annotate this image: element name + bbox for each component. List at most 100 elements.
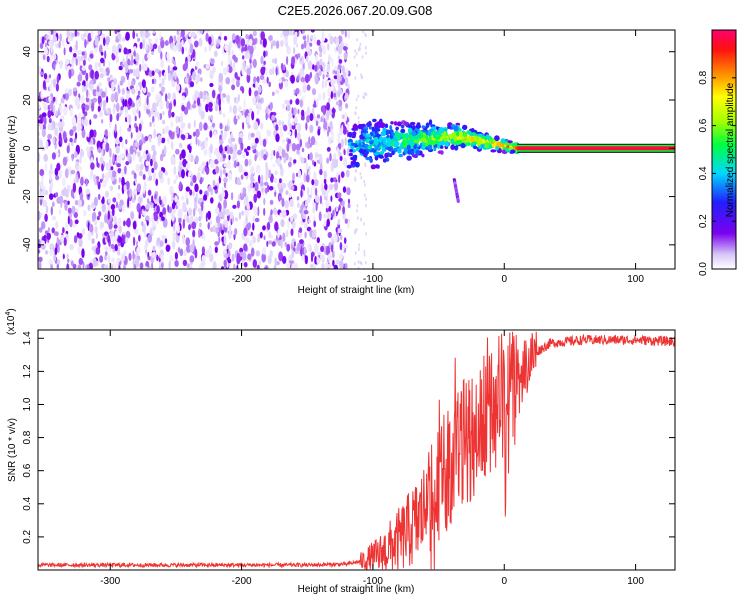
spectrogram-noise-cell bbox=[48, 118, 52, 124]
spectrogram-noise-cell bbox=[76, 97, 80, 106]
spectrogram-noise-cell bbox=[194, 248, 198, 259]
spectrogram-noise-cell bbox=[273, 207, 277, 215]
spectrogram-noise-cell bbox=[293, 89, 296, 96]
spectrogram-noise-cell bbox=[207, 222, 210, 230]
spectrogram-noise-cell bbox=[179, 153, 182, 161]
spectrogram-noise-cell bbox=[318, 70, 322, 77]
spectrogram-noise-cell bbox=[256, 237, 260, 243]
spectrogram-noise-cell bbox=[65, 221, 69, 230]
spectrogram-noise-cell bbox=[309, 263, 314, 269]
spectrogram-noise-cell bbox=[78, 112, 82, 120]
spectrogram-noise-cell bbox=[145, 42, 148, 51]
spectrogram-noise-cell bbox=[337, 192, 342, 199]
snr-y-label: SNR (10 * v/v) bbox=[7, 418, 18, 482]
spectrogram-noise-cell bbox=[323, 170, 327, 180]
spectrogram-noise-cell bbox=[262, 246, 267, 255]
spectrogram-noise-cell bbox=[189, 189, 193, 196]
spectrogram-noise-cell bbox=[172, 45, 177, 52]
spectrogram-noise-cell bbox=[200, 30, 203, 35]
spectrogram-noise-cell bbox=[277, 182, 282, 190]
spectrogram-noise-cell bbox=[168, 72, 171, 82]
spectrogram-noise-cell bbox=[262, 138, 267, 148]
spectrogram-noise-cell bbox=[301, 109, 305, 117]
spectrogram-noise-cell bbox=[223, 154, 226, 159]
spectrogram-noise-cell bbox=[145, 204, 150, 210]
spectrogram-noise-cell bbox=[127, 197, 130, 208]
spectrogram-noise-cell bbox=[103, 264, 109, 269]
spectrogram-noise-cell bbox=[286, 45, 291, 55]
spectrogram-noise-cell bbox=[331, 244, 334, 253]
spectrogram-noise-cell bbox=[208, 102, 213, 108]
spectrogram-noise-cell bbox=[138, 97, 141, 106]
spectrogram-noise-cell bbox=[226, 159, 232, 170]
spectrogram-noise-cell bbox=[226, 94, 231, 103]
spectrogram-noise-cell bbox=[214, 159, 219, 165]
spectrogram-noise-cell bbox=[60, 234, 65, 243]
spectrogram-noise-cell bbox=[116, 163, 121, 168]
spectrogram-noise-cell bbox=[236, 79, 240, 88]
spectrogram-noise-cell bbox=[245, 151, 249, 157]
spectrogram-noise-cell bbox=[98, 211, 102, 217]
spectrogram-noise-cell bbox=[337, 45, 343, 55]
spectrogram-noise-cell bbox=[326, 157, 330, 164]
spectrogram-noise-cell bbox=[307, 60, 313, 70]
spectrogram-noise-cell bbox=[121, 141, 124, 149]
spectrogram-noise-cell bbox=[271, 91, 275, 97]
spectrogram-noise-cell bbox=[133, 68, 137, 77]
spectrogram-noise-cell bbox=[76, 119, 82, 126]
spectrogram-noise-cell bbox=[228, 230, 232, 240]
spectrogram-noise-cell bbox=[182, 234, 185, 244]
spectrogram-noise-cell bbox=[128, 252, 132, 261]
spectrogram-noise-cell bbox=[112, 106, 116, 115]
spectrogram-noise-cell bbox=[77, 246, 81, 255]
spectrogram-noise-cell bbox=[188, 32, 192, 38]
spectrogram-noise-cell bbox=[148, 135, 152, 143]
spectrogram-sparse-cell bbox=[355, 98, 358, 102]
spectrogram-noise-cell bbox=[93, 129, 97, 138]
spectrogram-noise-cell bbox=[151, 195, 154, 204]
spectrogram-noise-cell bbox=[132, 30, 136, 40]
spectrogram-noise-cell bbox=[342, 186, 347, 193]
spectrogram-noise-cell bbox=[118, 225, 122, 234]
spectrogram-noise-cell bbox=[232, 105, 238, 115]
spectrogram-noise-cell bbox=[335, 36, 340, 46]
spectrogram-noise-cell bbox=[231, 49, 234, 56]
spectrogram-noise-cell bbox=[176, 30, 179, 35]
spectrogram-noise-cell bbox=[98, 147, 102, 154]
spectrogram-noise-cell bbox=[52, 96, 56, 102]
spectrogram-noise-cell bbox=[97, 30, 101, 35]
spectrogram-noise-cell bbox=[238, 212, 242, 220]
spectrogram-noise-cell bbox=[243, 227, 248, 237]
spectrogram-noise-cell bbox=[51, 227, 55, 234]
spectrogram-sparse-cell bbox=[359, 47, 361, 51]
spectrogram-noise-cell bbox=[189, 181, 194, 187]
spectrogram-noise-cell bbox=[125, 111, 129, 118]
spectrogram-noise-cell bbox=[179, 115, 183, 123]
spectrogram-noise-cell bbox=[181, 46, 185, 55]
spectrogram-noise-cell bbox=[45, 205, 49, 214]
spectrogram-noise-cell bbox=[126, 73, 129, 81]
spectrogram-noise-cell bbox=[111, 81, 115, 92]
spectrogram-noise-cell bbox=[46, 232, 51, 240]
spectrogram-noise-cell bbox=[200, 259, 206, 267]
spectrogram-noise-cell bbox=[114, 244, 118, 252]
spectrogram-noise-cell bbox=[280, 62, 284, 71]
spectrogram-noise-cell bbox=[305, 174, 310, 183]
spectrogram-noise-cell bbox=[121, 37, 126, 42]
spectrogram-noise-cell bbox=[254, 154, 257, 162]
spectrogram-noise-cell bbox=[337, 99, 343, 107]
spectrogram-sparse-cell bbox=[356, 63, 358, 67]
spectrogram-noise-cell bbox=[99, 44, 103, 54]
spectrogram-sparse-cell bbox=[358, 243, 360, 247]
spectrogram-noise-cell bbox=[347, 203, 351, 209]
spectrogram-noise-cell bbox=[236, 200, 240, 209]
spectrogram-noise-cell bbox=[323, 219, 327, 227]
spectrogram-noise-cell bbox=[106, 108, 109, 114]
spectrogram-noise-cell bbox=[41, 146, 46, 151]
spectrogram-noise-cell bbox=[127, 127, 132, 132]
spectrogram-noise-cell bbox=[155, 178, 159, 186]
spectrogram-noise-cell bbox=[173, 99, 177, 107]
spectrogram-sparse-cell bbox=[363, 92, 366, 96]
spectrogram-noise-cell bbox=[311, 88, 317, 96]
spectrogram-noise-cell bbox=[88, 262, 93, 269]
